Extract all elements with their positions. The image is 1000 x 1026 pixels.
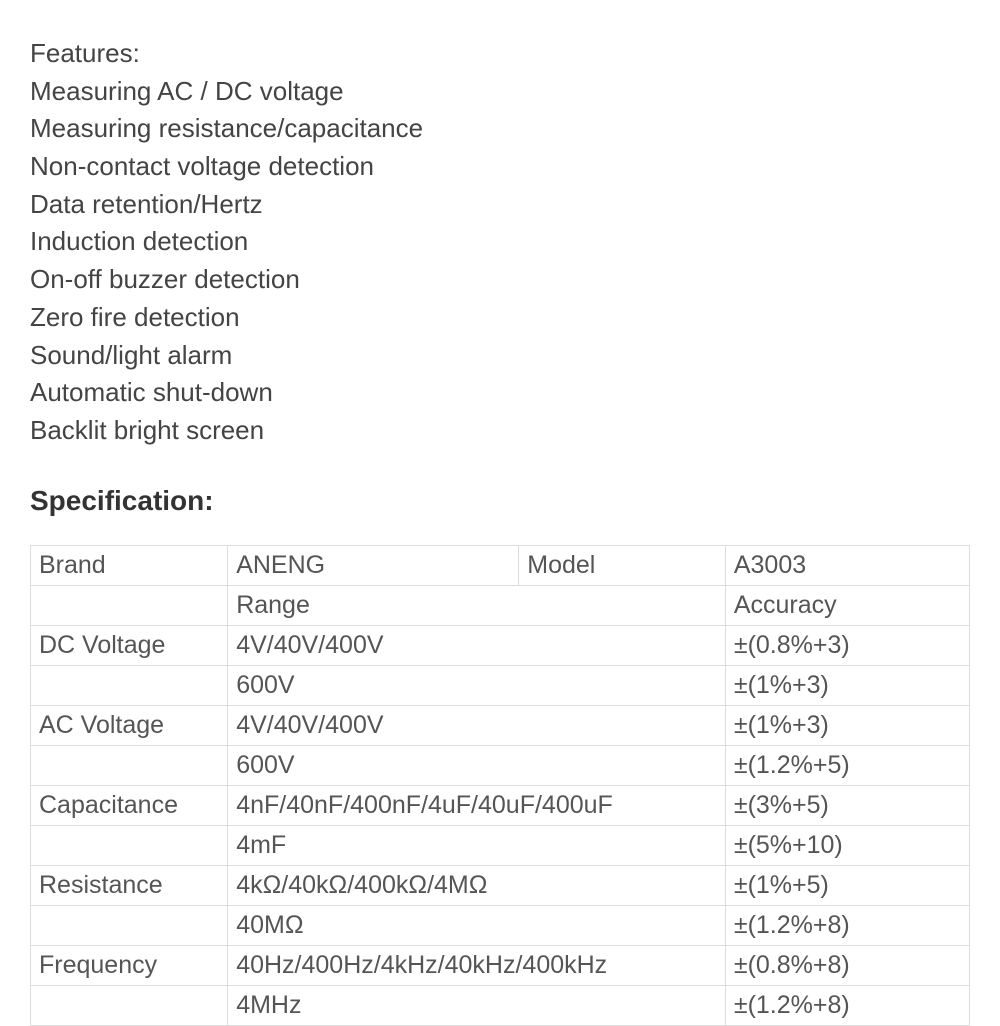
- spec-label: [31, 985, 228, 1025]
- feature-item: Zero fire detection: [30, 299, 970, 337]
- spec-accuracy: ±(0.8%+8): [725, 945, 969, 985]
- table-row: 600V ±(1%+3): [31, 665, 970, 705]
- spec-range: 4mF: [228, 825, 726, 865]
- table-row: 40MΩ ±(1.2%+8): [31, 905, 970, 945]
- table-row: Capacitance 4nF/40nF/400nF/4uF/40uF/400u…: [31, 785, 970, 825]
- range-label: Range: [228, 585, 726, 625]
- feature-item: Measuring AC / DC voltage: [30, 73, 970, 111]
- feature-item: Measuring resistance/capacitance: [30, 110, 970, 148]
- spec-label: [31, 825, 228, 865]
- feature-item: Induction detection: [30, 223, 970, 261]
- spec-range: 600V: [228, 745, 726, 785]
- features-title: Features:: [30, 35, 970, 73]
- spec-label: [31, 665, 228, 705]
- spec-label: Frequency: [31, 945, 228, 985]
- empty-cell: [31, 585, 228, 625]
- spec-label: AC Voltage: [31, 705, 228, 745]
- spec-accuracy: ±(0.8%+3): [725, 625, 969, 665]
- spec-accuracy: ±(1%+3): [725, 705, 969, 745]
- spec-accuracy: ±(1%+3): [725, 665, 969, 705]
- table-row: AC Voltage 4V/40V/400V ±(1%+3): [31, 705, 970, 745]
- spec-label: [31, 905, 228, 945]
- spec-range: 4MHz: [228, 985, 726, 1025]
- table-row: Range Accuracy: [31, 585, 970, 625]
- table-row: Frequency 40Hz/400Hz/4kHz/40kHz/400kHz ±…: [31, 945, 970, 985]
- feature-item: Automatic shut-down: [30, 374, 970, 412]
- table-row: 4mF ±(5%+10): [31, 825, 970, 865]
- model-label: Model: [519, 545, 726, 585]
- spec-accuracy: ±(5%+10): [725, 825, 969, 865]
- table-row: 600V ±(1.2%+5): [31, 745, 970, 785]
- spec-range: 40Hz/400Hz/4kHz/40kHz/400kHz: [228, 945, 726, 985]
- feature-item: Backlit bright screen: [30, 412, 970, 450]
- spec-accuracy: ±(1.2%+5): [725, 745, 969, 785]
- model-value: A3003: [725, 545, 969, 585]
- specification-table: Brand ANENG Model A3003 Range Accuracy D…: [30, 545, 970, 1026]
- spec-accuracy: ±(1.2%+8): [725, 985, 969, 1025]
- spec-range: 4kΩ/40kΩ/400kΩ/4MΩ: [228, 865, 726, 905]
- spec-accuracy: ±(1.2%+8): [725, 905, 969, 945]
- spec-range: 4V/40V/400V: [228, 625, 726, 665]
- feature-item: Data retention/Hertz: [30, 186, 970, 224]
- spec-label: Capacitance: [31, 785, 228, 825]
- spec-range: 600V: [228, 665, 726, 705]
- feature-item: Sound/light alarm: [30, 337, 970, 375]
- brand-value: ANENG: [228, 545, 519, 585]
- accuracy-label: Accuracy: [725, 585, 969, 625]
- spec-label: Resistance: [31, 865, 228, 905]
- spec-label: DC Voltage: [31, 625, 228, 665]
- feature-item: On-off buzzer detection: [30, 261, 970, 299]
- table-row: 4MHz ±(1.2%+8): [31, 985, 970, 1025]
- spec-label: [31, 745, 228, 785]
- spec-accuracy: ±(1%+5): [725, 865, 969, 905]
- table-row: DC Voltage 4V/40V/400V ±(0.8%+3): [31, 625, 970, 665]
- specification-heading: Specification:: [30, 485, 970, 517]
- table-row: Resistance 4kΩ/40kΩ/400kΩ/4MΩ ±(1%+5): [31, 865, 970, 905]
- table-row: Brand ANENG Model A3003: [31, 545, 970, 585]
- spec-range: 4V/40V/400V: [228, 705, 726, 745]
- spec-accuracy: ±(3%+5): [725, 785, 969, 825]
- features-section: Features: Measuring AC / DC voltage Meas…: [30, 35, 970, 450]
- feature-item: Non-contact voltage detection: [30, 148, 970, 186]
- spec-range: 40MΩ: [228, 905, 726, 945]
- brand-label: Brand: [31, 545, 228, 585]
- spec-range: 4nF/40nF/400nF/4uF/40uF/400uF: [228, 785, 726, 825]
